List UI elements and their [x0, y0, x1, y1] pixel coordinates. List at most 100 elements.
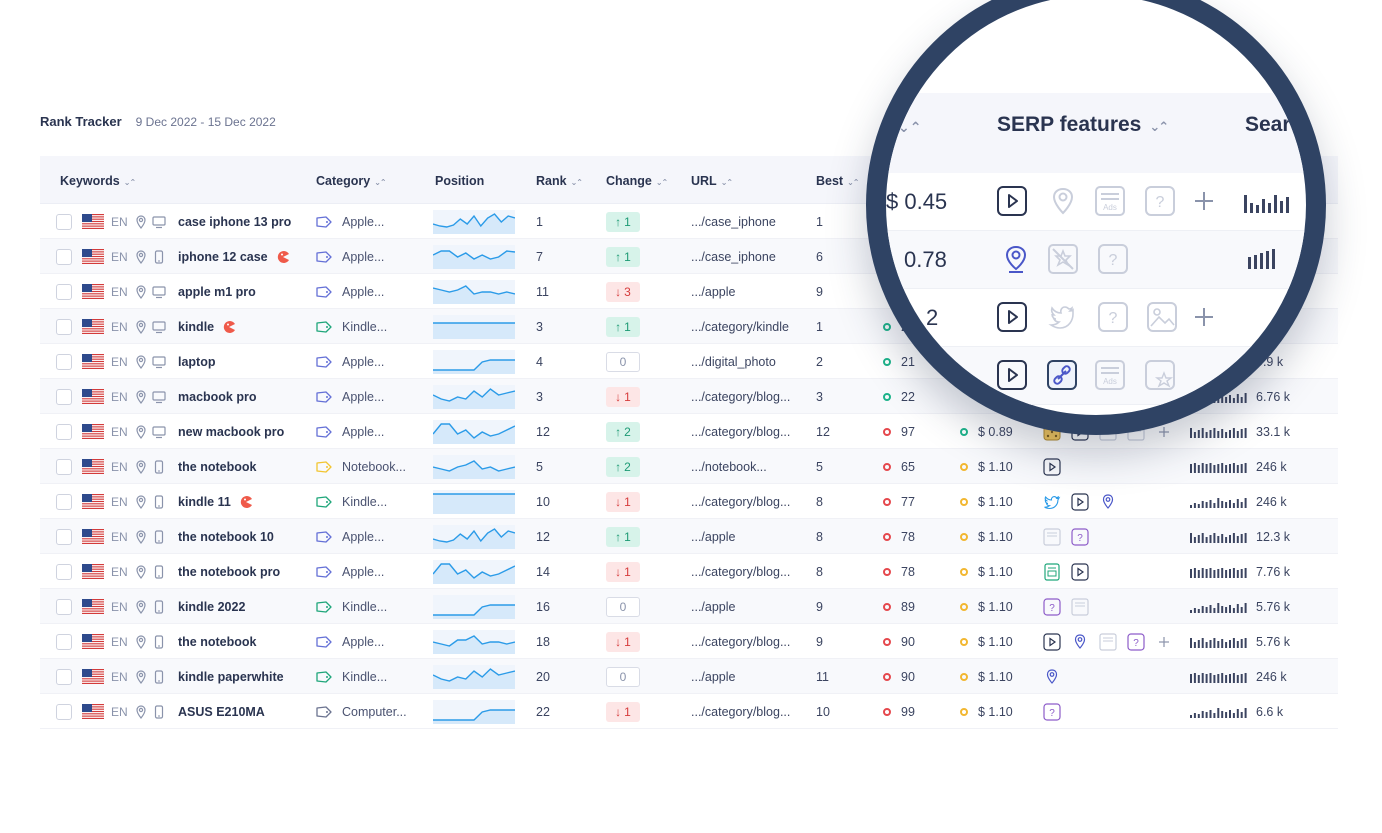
column-url[interactable]: URL ⌄⌃: [691, 174, 733, 188]
keyword-text[interactable]: macbook pro: [178, 389, 257, 404]
plus-icon[interactable]: [1188, 185, 1220, 217]
url-link[interactable]: .../apple: [691, 529, 736, 544]
row-checkbox[interactable]: [56, 388, 72, 405]
category-cell[interactable]: Notebook...: [316, 449, 406, 484]
url-link[interactable]: .../apple: [691, 669, 736, 684]
url-link[interactable]: .../apple: [691, 599, 736, 614]
keyword-cell[interactable]: the notebook: [178, 449, 256, 484]
column-search-volume[interactable]: Sear: [1245, 113, 1291, 136]
row-checkbox[interactable]: [56, 248, 72, 265]
question-icon[interactable]: ?: [1127, 632, 1145, 651]
row-checkbox[interactable]: [56, 493, 72, 510]
url-link[interactable]: .../case_iphone: [691, 214, 776, 229]
keyword-cell[interactable]: laptop: [178, 344, 216, 379]
category-cell[interactable]: Computer...: [316, 694, 407, 729]
play-icon[interactable]: [1043, 632, 1061, 651]
row-checkbox[interactable]: [56, 423, 72, 440]
keyword-cell[interactable]: case iphone 13 pro: [178, 204, 291, 239]
keyword-cell[interactable]: new macbook pro: [178, 414, 284, 449]
keyword-text[interactable]: kindle: [178, 319, 215, 334]
ads-icon[interactable]: Ads: [1094, 359, 1126, 391]
question-icon[interactable]: ?: [1097, 243, 1129, 275]
table-row[interactable]: EN the notebook Apple... 18 ↓ 1 .../category/b…: [40, 624, 1338, 659]
keyword-text[interactable]: the notebook: [178, 459, 257, 474]
sort-icon[interactable]: ⌄⌃: [123, 178, 136, 187]
row-checkbox[interactable]: [56, 283, 72, 300]
keyword-cell[interactable]: kindle paperwhite: [178, 659, 284, 694]
pin-icon[interactable]: [1099, 493, 1117, 511]
ads-icon[interactable]: [1043, 527, 1061, 546]
image-icon[interactable]: [1146, 301, 1178, 333]
url-link[interactable]: .../category/blog...: [691, 424, 791, 439]
pin-icon[interactable]: [1043, 668, 1061, 686]
category-cell[interactable]: Apple...: [316, 624, 384, 659]
category-cell[interactable]: Kindle...: [316, 589, 387, 624]
keyword-cell[interactable]: kindle 11: [178, 484, 253, 519]
category-cell[interactable]: Kindle...: [316, 659, 387, 694]
url-link[interactable]: .../category/blog...: [691, 389, 791, 404]
table-row[interactable]: EN kindle paperwhite Kindle... 20 0 .../apple…: [40, 659, 1338, 694]
keyword-cell[interactable]: ASUS E210MA: [178, 694, 265, 729]
ads-icon[interactable]: [1071, 597, 1089, 616]
keyword-text[interactable]: laptop: [178, 354, 216, 369]
category-cell[interactable]: Apple...: [316, 379, 384, 414]
category-cell[interactable]: Apple...: [316, 519, 384, 554]
category-cell[interactable]: Apple...: [316, 554, 384, 589]
shopping-icon[interactable]: [1043, 562, 1061, 581]
play-icon[interactable]: [996, 359, 1028, 391]
link-icon[interactable]: [1046, 359, 1078, 391]
play-icon[interactable]: [1071, 562, 1089, 581]
category-cell[interactable]: Apple...: [316, 414, 384, 449]
keyword-cell[interactable]: the notebook: [178, 624, 256, 659]
keyword-text[interactable]: iphone 12 case: [178, 249, 268, 264]
keyword-text[interactable]: kindle paperwhite: [178, 669, 284, 684]
plus-icon[interactable]: [1188, 301, 1220, 333]
row-checkbox[interactable]: [56, 703, 72, 720]
keyword-text[interactable]: ASUS E210MA: [178, 704, 265, 719]
category-cell[interactable]: Kindle...: [316, 484, 387, 519]
table-row[interactable]: EN kindle 2022 Kindle... 16 0 .../apple 9 89 $ 1…: [40, 589, 1338, 624]
category-cell[interactable]: Apple...: [316, 274, 384, 309]
keyword-text[interactable]: kindle 11: [178, 494, 231, 509]
pin-icon[interactable]: [1071, 633, 1089, 651]
url-link[interactable]: .../category/blog...: [691, 704, 791, 719]
url-link[interactable]: .../notebook...: [691, 459, 767, 474]
table-row[interactable]: EN the notebook 10 Apple... 12 ↑ 1 .../apple 8 7…: [40, 519, 1338, 554]
plus-icon[interactable]: [1155, 423, 1173, 441]
row-checkbox[interactable]: [56, 528, 72, 545]
table-row[interactable]: EN ASUS E210MA Computer... 22 ↓ 1 .../category…: [40, 694, 1338, 729]
pin-icon[interactable]: [1000, 243, 1032, 275]
featured-snippet-icon[interactable]: [1047, 243, 1079, 275]
pin-icon[interactable]: [1047, 185, 1079, 217]
category-cell[interactable]: Kindle...: [316, 309, 387, 344]
row-checkbox[interactable]: [56, 353, 72, 370]
url-link[interactable]: .../apple: [691, 284, 736, 299]
ads-icon[interactable]: Ads: [1094, 185, 1126, 217]
date-range[interactable]: 9 Dec 2022 - 15 Dec 2022: [135, 115, 276, 129]
table-row[interactable]: EN the notebook pro Apple... 14 ↓ 1 .../catego…: [40, 554, 1338, 589]
table-row[interactable]: EN the notebook Notebook... 5 ↑ 2 .../notebook…: [40, 449, 1338, 484]
row-checkbox[interactable]: [56, 458, 72, 475]
keyword-text[interactable]: the notebook 10: [178, 529, 274, 544]
table-row[interactable]: ENlaptopApple...40.../digital_photo2219.…: [40, 344, 1338, 379]
sort-icon[interactable]: ⌄⌃: [374, 178, 386, 187]
row-checkbox[interactable]: [56, 213, 72, 230]
row-checkbox[interactable]: [56, 633, 72, 650]
keyword-cell[interactable]: kindle: [178, 309, 236, 344]
keyword-text[interactable]: case iphone 13 pro: [178, 214, 292, 229]
twitter-icon[interactable]: [1043, 493, 1061, 511]
table-row[interactable]: EN new macbook pro Apple... 12 ↑ 2 .../categor…: [40, 414, 1338, 449]
keyword-cell[interactable]: kindle 2022: [178, 589, 245, 624]
sort-icon[interactable]: ⌄⌃: [720, 178, 733, 187]
play-icon[interactable]: [1043, 457, 1061, 476]
url-link[interactable]: .../category/kindle: [691, 319, 789, 334]
play-icon[interactable]: [1071, 492, 1089, 511]
keyword-cell[interactable]: the notebook pro: [178, 554, 280, 589]
category-cell[interactable]: Apple...: [316, 344, 384, 379]
ads-icon[interactable]: [1099, 632, 1117, 651]
sort-icon[interactable]: ⌄⌃: [655, 178, 668, 187]
question-icon[interactable]: ?: [1097, 301, 1129, 333]
sort-icon[interactable]: ⌄⌃: [898, 119, 922, 135]
category-cell[interactable]: Apple...: [316, 239, 384, 274]
play-icon[interactable]: [996, 301, 1028, 333]
